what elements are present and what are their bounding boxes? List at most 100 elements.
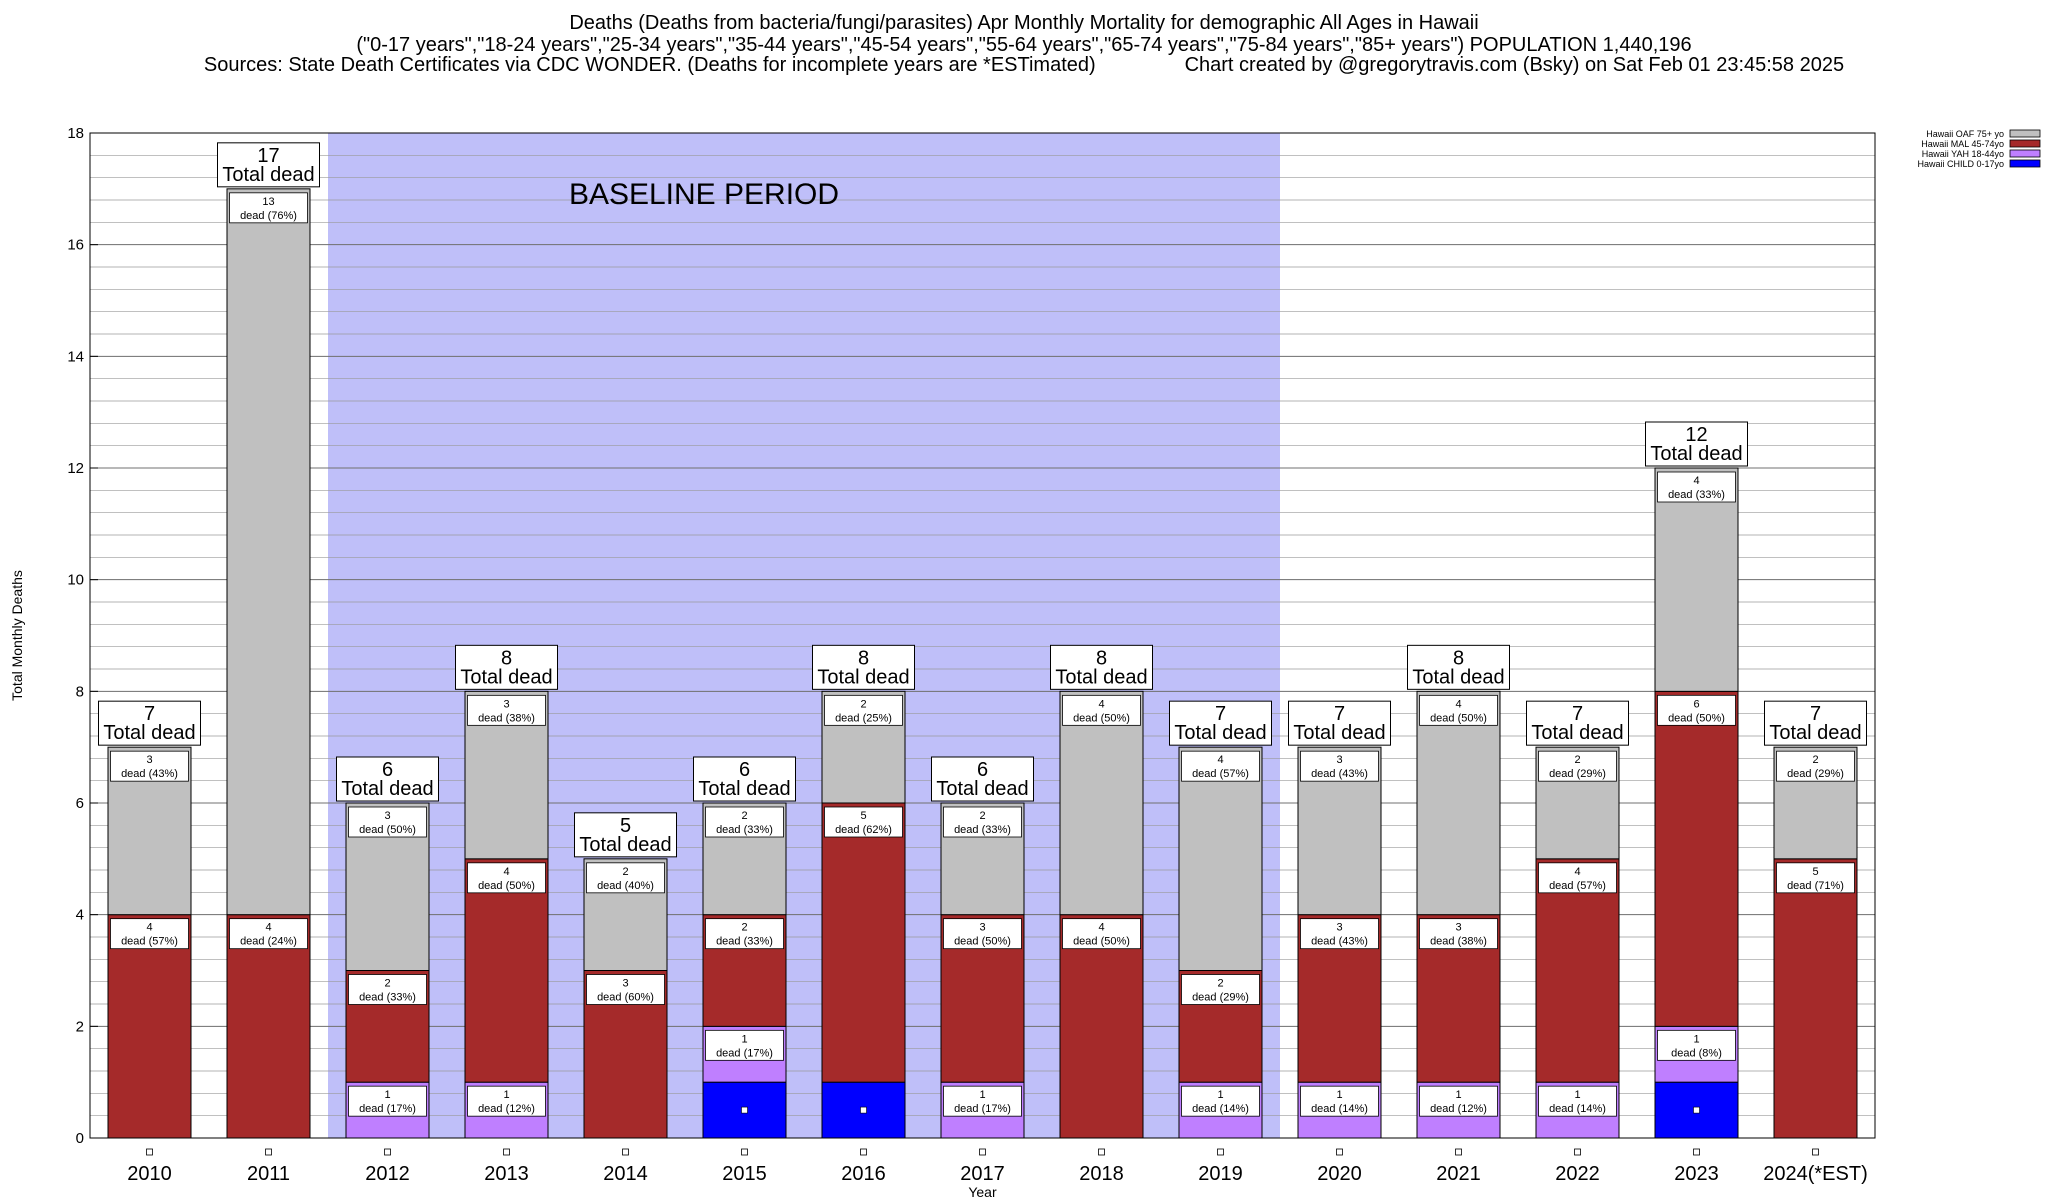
- segment-label-box: [1419, 918, 1498, 950]
- total-count-label: 7: [144, 703, 155, 725]
- legend-label: Hawaii MAL 45-74yo: [1921, 139, 2004, 149]
- segment-label-box: [824, 806, 903, 838]
- bar-segment: [1654, 690, 1739, 1027]
- total-label-box: [1526, 700, 1629, 746]
- segment-percent-label: dead (50%): [1073, 936, 1130, 948]
- segment-label-box: [705, 918, 784, 950]
- x-tick-label: 2013: [484, 1163, 529, 1185]
- segment-count-label: 2: [741, 922, 747, 934]
- y-tick-label: 6: [76, 795, 84, 812]
- y-tick-label: 10: [67, 572, 84, 589]
- bar-segment: [1059, 690, 1144, 916]
- segment-percent-label: dead (60%): [597, 992, 654, 1004]
- bar-segment: [1654, 1081, 1739, 1139]
- bar-segment: [821, 802, 906, 1083]
- segment-count-label: 1: [979, 1089, 985, 1101]
- segment-percent-label: dead (29%): [1787, 768, 1844, 780]
- segment-label-box: [1300, 918, 1379, 950]
- segment-percent-label: dead (17%): [716, 1047, 773, 1059]
- segment-label-box: [1300, 1085, 1379, 1117]
- total-label-box: [931, 756, 1034, 802]
- segment-count-label: 1: [1574, 1089, 1580, 1101]
- x-tick-marker: [860, 1148, 867, 1156]
- total-dead-label: Total dead: [460, 666, 552, 688]
- segment-count-label: 3: [503, 698, 509, 710]
- segment-percent-label: dead (43%): [1311, 768, 1368, 780]
- segment-percent-label: dead (57%): [1549, 880, 1606, 892]
- total-label-box: [98, 700, 201, 746]
- total-count-label: 5: [620, 815, 631, 837]
- total-dead-label: Total dead: [1412, 666, 1504, 688]
- segment-count-label: 3: [146, 754, 152, 766]
- segment-percent-label: dead (33%): [716, 824, 773, 836]
- segment-count-label: 4: [1574, 866, 1580, 878]
- segment-marker: [741, 1106, 748, 1114]
- segment-label-box: [1181, 974, 1260, 1005]
- legend-swatch: [2009, 139, 2041, 148]
- segment-count-label: 2: [741, 810, 747, 822]
- y-tick-label: 16: [67, 237, 84, 254]
- segment-percent-label: dead (25%): [835, 712, 892, 724]
- segment-label-box: [943, 918, 1022, 950]
- x-tick-label: 2023: [1674, 1163, 1719, 1185]
- segment-percent-label: dead (14%): [1311, 1103, 1368, 1115]
- segment-label-box: [110, 750, 189, 782]
- segment-label-box: [348, 974, 427, 1005]
- segment-count-label: 1: [1336, 1089, 1342, 1101]
- segment-label-box: [1657, 694, 1736, 726]
- segment-count-label: 2: [979, 810, 985, 822]
- segment-count-label: 4: [1217, 754, 1223, 766]
- segment-count-label: 4: [1098, 698, 1104, 710]
- total-count-label: 7: [1810, 703, 1821, 725]
- segment-label-box: [1062, 694, 1141, 726]
- x-tick-label: 2020: [1317, 1163, 1362, 1185]
- x-tick-label: 2011: [247, 1163, 290, 1185]
- x-tick-marker: [1574, 1148, 1581, 1156]
- segment-count-label: 4: [1455, 698, 1461, 710]
- segment-percent-label: dead (38%): [1430, 936, 1487, 948]
- segment-count-label: 3: [1455, 922, 1461, 934]
- chart-source-line: Sources: State Death Certificates via CD…: [0, 54, 2048, 76]
- x-tick-marker: [503, 1148, 510, 1156]
- x-tick-marker: [265, 1148, 272, 1156]
- x-tick-marker: [622, 1148, 629, 1156]
- x-tick-marker: [1455, 1148, 1462, 1156]
- segment-label-box: [1657, 1029, 1736, 1061]
- total-label-box: [1050, 644, 1153, 690]
- y-tick-label: 18: [67, 125, 84, 142]
- bar-segment: [226, 914, 311, 1139]
- segment-percent-label: dead (40%): [597, 880, 654, 892]
- segment-count-label: 1: [741, 1033, 747, 1045]
- segment-count-label: 6: [1693, 698, 1699, 710]
- segment-count-label: 3: [384, 810, 390, 822]
- plot-border: [89, 132, 1876, 1139]
- segment-count-label: 5: [1812, 866, 1818, 878]
- segment-label-box: [943, 1085, 1022, 1117]
- segment-count-label: 1: [503, 1089, 509, 1101]
- total-label-box: [1645, 421, 1748, 467]
- x-tick-label: 2017: [960, 1163, 1005, 1185]
- segment-count-label: 4: [1098, 922, 1104, 934]
- total-dead-label: Total dead: [698, 778, 790, 800]
- y-tick-label: 2: [76, 1018, 84, 1035]
- source-text: Sources: State Death Certificates via CD…: [203, 54, 1096, 76]
- total-count-label: 6: [382, 759, 393, 781]
- x-tick-marker: [146, 1148, 153, 1156]
- total-dead-label: Total dead: [103, 722, 195, 744]
- segment-marker: [860, 1106, 867, 1114]
- segment-percent-label: dead (17%): [954, 1103, 1011, 1115]
- segment-label-box: [348, 806, 427, 838]
- segment-percent-label: dead (33%): [1668, 489, 1725, 501]
- total-dead-label: Total dead: [341, 778, 433, 800]
- total-dead-label: Total dead: [1293, 722, 1385, 744]
- segment-label-box: [1657, 471, 1736, 503]
- segment-label-box: [348, 1085, 427, 1117]
- segment-percent-label: dead (38%): [478, 712, 535, 724]
- segment-percent-label: dead (57%): [1192, 768, 1249, 780]
- credit-text: Chart created by @gregorytravis.com (Bsk…: [1184, 54, 1845, 76]
- segment-count-label: 4: [265, 922, 271, 934]
- bar-segment: [107, 914, 192, 1139]
- segment-count-label: 3: [1336, 922, 1342, 934]
- segment-label-box: [1062, 918, 1141, 950]
- bar-segment: [226, 188, 311, 916]
